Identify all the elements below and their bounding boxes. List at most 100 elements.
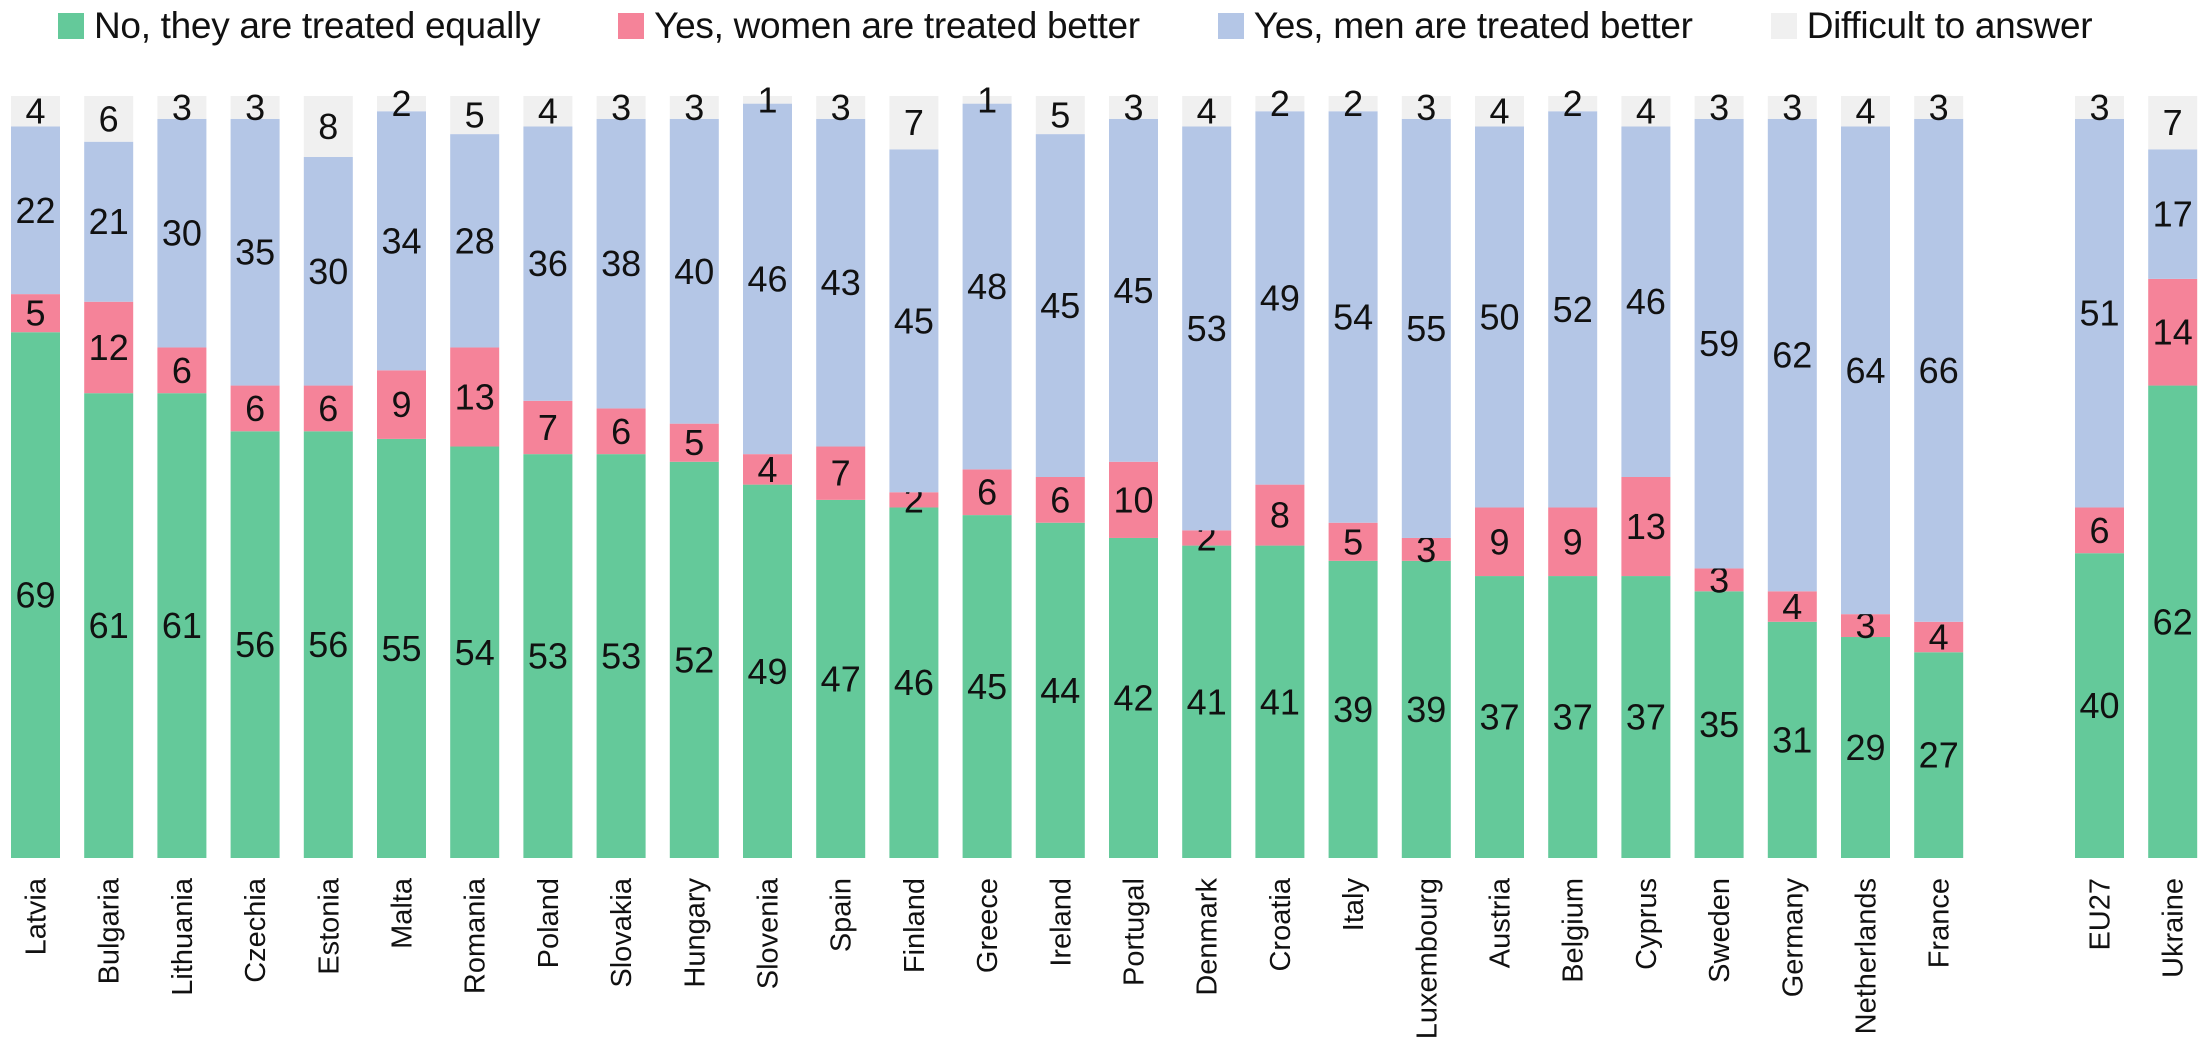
bar-segment-yes-women-are-treated-better — [2075, 507, 2124, 554]
bar-segment-no-they-are-treated-equally — [669, 461, 719, 858]
data-label: 42 — [1113, 677, 1153, 718]
category-label: Greece — [972, 878, 1004, 973]
data-label: 1 — [757, 79, 777, 120]
data-label: 5 — [1050, 95, 1070, 136]
bar-segment-difficult-to-answer — [1109, 96, 1158, 119]
data-label: 3 — [1416, 87, 1436, 128]
bar-group-netherlands: 29 3 64 4 — [1841, 91, 1890, 858]
bar-group-luxembourg: 39 3 55 3 — [1401, 87, 1451, 858]
data-label: 30 — [308, 251, 348, 292]
data-label: 66 — [1919, 350, 1959, 391]
data-label: 41 — [1187, 681, 1227, 722]
bar-group-belgium: 37 9 52 2 — [1548, 83, 1598, 858]
data-label: 49 — [1260, 277, 1300, 318]
bar-segment-yes-women-are-treated-better — [1182, 530, 1232, 546]
bar-segment-yes-women-are-treated-better — [1401, 537, 1451, 561]
data-label: 49 — [747, 651, 787, 692]
bar-segment-yes-men-are-treated-better — [962, 103, 1012, 470]
data-label: 4 — [1636, 91, 1656, 132]
data-label: 2 — [1343, 83, 1363, 124]
data-label: 7 — [538, 407, 558, 448]
category-label: Finland — [899, 878, 931, 973]
bar-segment-yes-women-are-treated-better — [889, 492, 939, 508]
category-label: Croatia — [1265, 877, 1297, 971]
bar-segment-yes-women-are-treated-better — [1767, 591, 1817, 622]
bar-segment-yes-women-are-treated-better — [230, 385, 280, 432]
data-label: 50 — [1479, 296, 1519, 337]
data-label: 38 — [601, 243, 641, 284]
bar-segment-yes-men-are-treated-better — [2075, 118, 2124, 508]
data-label: 64 — [1845, 350, 1885, 391]
data-label: 29 — [1845, 727, 1885, 768]
bar-segment-yes-men-are-treated-better — [1255, 111, 1305, 485]
bar-segment-difficult-to-answer — [1548, 96, 1598, 112]
bar-segment-no-they-are-treated-equally — [1914, 652, 1964, 858]
bar-group-poland: 53 7 36 4 — [523, 91, 573, 858]
data-label: 5 — [25, 293, 45, 334]
data-label: 52 — [1553, 289, 1593, 330]
data-label: 39 — [1333, 689, 1373, 730]
bar-group-bulgaria: 61 12 21 6 — [84, 96, 134, 858]
category-label: Austria — [1485, 877, 1517, 968]
bar-segment-difficult-to-answer — [1621, 96, 1671, 127]
category-label: Portugal — [1119, 878, 1151, 986]
data-label: 22 — [15, 190, 55, 231]
data-label: 10 — [1113, 479, 1153, 520]
bar-group-ireland: 44 6 45 5 — [1035, 95, 1085, 858]
data-label: 47 — [821, 658, 861, 699]
data-label: 61 — [89, 605, 129, 646]
data-label: 30 — [162, 213, 202, 254]
bar-group-italy: 39 5 54 2 — [1328, 83, 1378, 858]
bar-segment-yes-women-are-treated-better — [816, 446, 866, 500]
data-label: 61 — [162, 605, 202, 646]
data-label: 5 — [465, 95, 485, 136]
bar-group-lithuania: 61 6 30 3 — [157, 87, 207, 858]
category-label: Latvia — [21, 877, 53, 955]
bar-segment-yes-men-are-treated-better — [157, 118, 207, 348]
legend-item-no-they-are-treated-equally: No, they are treated equally — [58, 5, 540, 47]
data-label: 51 — [2079, 293, 2119, 334]
data-label: 28 — [455, 220, 495, 261]
data-label: 4 — [1782, 586, 1802, 627]
data-label: 35 — [1699, 704, 1739, 745]
bar-segment-no-they-are-treated-equally — [1401, 560, 1451, 858]
bar-segment-yes-men-are-treated-better — [2148, 149, 2198, 279]
bar-group-sweden: 35 3 59 3 — [1694, 87, 1744, 858]
bar-segment-no-they-are-treated-equally — [1182, 545, 1232, 858]
category-label: Malta — [387, 877, 419, 949]
data-label: 7 — [2163, 102, 2183, 143]
data-label: 46 — [894, 662, 934, 703]
bar-segment-yes-women-are-treated-better — [1255, 484, 1305, 546]
bar-segment-no-they-are-treated-equally — [84, 393, 134, 858]
bar-segment-yes-women-are-treated-better — [11, 294, 60, 333]
data-label: 46 — [1626, 281, 1666, 322]
category-label: Spain — [826, 878, 858, 952]
data-label: 55 — [381, 628, 421, 669]
legend-swatch — [1217, 13, 1244, 39]
bar-segment-difficult-to-answer — [157, 96, 207, 119]
data-label: 3 — [831, 87, 851, 128]
data-label: 9 — [1563, 521, 1583, 562]
bar-segment-difficult-to-answer — [1841, 96, 1890, 127]
bar-segment-yes-men-are-treated-better — [1548, 111, 1598, 508]
data-label: 53 — [1187, 308, 1227, 349]
data-label: 3 — [684, 87, 704, 128]
bar-segment-yes-women-are-treated-better — [157, 347, 207, 394]
data-label: 6 — [318, 388, 338, 429]
data-label: 59 — [1699, 323, 1739, 364]
bar-group-romania: 54 13 28 5 — [450, 95, 500, 858]
data-label: 31 — [1772, 719, 1812, 760]
bar-segment-yes-women-are-treated-better — [1328, 522, 1378, 561]
data-label: 56 — [308, 624, 348, 665]
bar-segment-yes-men-are-treated-better — [377, 111, 426, 371]
data-label: 46 — [747, 258, 787, 299]
bar-group-eu27: 40 6 51 3 — [2075, 87, 2124, 858]
bar-group-czechia: 56 6 35 3 — [230, 87, 280, 858]
data-label: 4 — [1929, 617, 1949, 658]
bar-group-ukraine: 62 14 17 7 — [2148, 96, 2198, 858]
data-label: 40 — [674, 251, 714, 292]
bar-segment-no-they-are-treated-equally — [596, 454, 646, 858]
data-label: 3 — [1782, 87, 1802, 128]
data-label: 37 — [1479, 697, 1519, 738]
